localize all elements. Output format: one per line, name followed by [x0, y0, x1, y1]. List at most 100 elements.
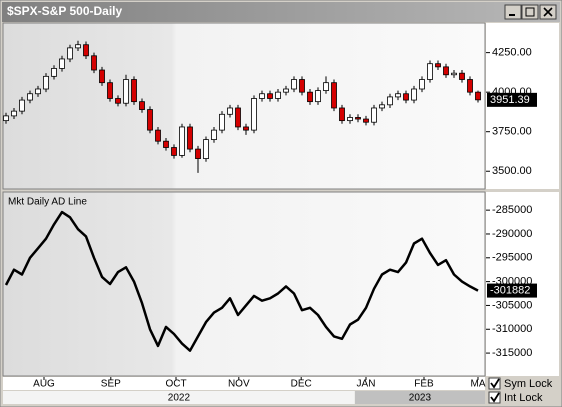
candle-body	[59, 58, 65, 69]
candle-body	[83, 44, 89, 57]
candle-body	[283, 88, 289, 93]
last-value-box	[487, 92, 537, 107]
last-value-box	[487, 283, 537, 298]
x-tick-label: JAN	[357, 379, 376, 390]
candle-body	[307, 91, 313, 103]
candle-body	[219, 113, 225, 131]
candle-body	[43, 75, 49, 90]
x-tick-label: FEB	[414, 379, 434, 390]
candle-body	[195, 148, 201, 159]
candle-body	[91, 55, 97, 71]
candle-body	[227, 107, 233, 115]
candle-body	[331, 82, 337, 109]
year-label: 2022	[168, 393, 191, 404]
year-label: 2023	[409, 393, 432, 404]
minimize-button[interactable]	[504, 4, 522, 20]
candle-body	[419, 79, 425, 90]
candle-body	[75, 44, 81, 49]
candle-body	[435, 63, 441, 68]
year-band	[3, 391, 355, 404]
candle-body	[139, 101, 145, 110]
candle-body	[379, 104, 385, 109]
y-tick-label: 4250.00	[492, 47, 532, 59]
maximize-button[interactable]	[521, 4, 539, 20]
candle-body	[51, 68, 57, 77]
last-value: -301882	[490, 284, 530, 296]
candle-body	[35, 88, 41, 95]
x-tick-label: SEP	[101, 379, 121, 390]
candle-body	[355, 117, 361, 120]
maximize-icon	[525, 7, 535, 17]
candle-body	[187, 126, 193, 150]
candle-body	[27, 93, 33, 101]
ad-pane	[2, 191, 486, 377]
last-value: 3951.39	[490, 94, 530, 106]
y-tick-label: -305000	[492, 299, 532, 311]
candle-body	[147, 109, 153, 131]
x-tick-label: MA	[471, 379, 486, 390]
window-buttons[interactable]	[504, 4, 557, 20]
y-tick-label: 3500.00	[492, 165, 532, 177]
candle-body	[171, 147, 177, 156]
candle-body	[403, 93, 409, 101]
y-tick-label: -315000	[492, 347, 532, 359]
candle-body	[67, 47, 73, 60]
candle-body	[99, 69, 105, 84]
checkbox-label[interactable]: Sym Lock	[504, 378, 553, 390]
candle-body	[347, 117, 353, 122]
candle-body	[371, 107, 377, 123]
y-tick-label: 3750.00	[492, 126, 532, 138]
candle-body	[323, 82, 329, 91]
candle-body	[339, 107, 345, 122]
candle-body	[259, 93, 265, 99]
checkbox[interactable]	[488, 377, 501, 390]
candle-body	[451, 72, 457, 76]
checkbox[interactable]	[488, 391, 501, 404]
candle-body	[475, 91, 481, 101]
candle-body	[467, 79, 473, 93]
candle-body	[243, 126, 249, 131]
candle-body	[299, 79, 305, 93]
candle-body	[251, 98, 257, 131]
candle-body	[179, 126, 185, 156]
y-tick-label: -290000	[492, 228, 532, 240]
candle-body	[427, 63, 433, 80]
x-tick-label: OCT	[165, 379, 186, 390]
title-bar	[2, 2, 560, 22]
close-icon	[543, 7, 553, 17]
ad-line	[4, 210, 479, 352]
candle-body	[115, 98, 121, 104]
candle-body	[19, 99, 25, 112]
candle-body	[387, 96, 393, 106]
x-tick-label: NOV	[228, 379, 250, 390]
candle-body	[443, 66, 449, 76]
candle-body	[155, 129, 161, 142]
x-tick-label: AUG	[33, 379, 55, 390]
candle-body	[131, 79, 137, 103]
candle-body	[459, 72, 465, 80]
candle-body	[211, 129, 217, 141]
candle-body	[3, 115, 9, 122]
year-band	[354, 391, 485, 404]
candle-body	[275, 91, 281, 99]
checkmark	[490, 392, 500, 403]
y-tick-label: -310000	[492, 323, 532, 335]
candle-body	[267, 93, 273, 99]
candle-body	[411, 88, 417, 101]
month-axis	[3, 377, 485, 390]
x-tick-label: DEC	[291, 379, 312, 390]
checkmark	[490, 378, 500, 389]
candle-body	[163, 140, 169, 148]
candle-body	[11, 110, 17, 117]
candle-body	[291, 79, 297, 90]
candle-body	[123, 79, 129, 104]
y-tick-label: -285000	[492, 204, 532, 216]
candle-body	[203, 139, 209, 159]
y-tick-label: -295000	[492, 252, 532, 264]
candle-body	[315, 90, 321, 103]
candle-body	[107, 82, 113, 99]
checkbox-label[interactable]: Int Lock	[504, 392, 543, 404]
window-title: $SPX-S&P 500-Daily	[7, 4, 122, 18]
candle-body	[363, 118, 369, 123]
